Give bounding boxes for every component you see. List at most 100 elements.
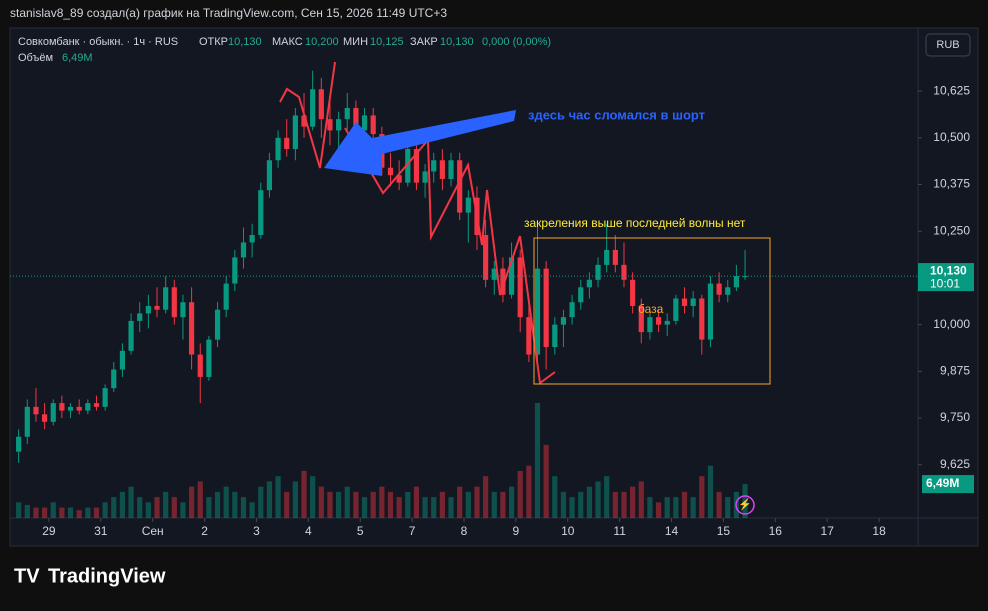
volume-bar	[318, 486, 324, 518]
candle-body	[361, 115, 368, 131]
volume-bar	[33, 507, 39, 518]
volume-bar	[59, 507, 65, 518]
volume-bar	[249, 502, 255, 518]
candle-body	[41, 414, 48, 422]
volume-bar	[50, 502, 56, 518]
x-tick-label: 8	[461, 524, 468, 538]
candle-body	[725, 287, 731, 295]
volume-bar	[673, 497, 679, 518]
candle-body	[664, 320, 670, 325]
x-tick-label: 10	[561, 524, 575, 538]
candle-body	[318, 89, 324, 120]
candle-body	[405, 149, 411, 183]
candle-body	[197, 354, 203, 377]
volume-bar	[638, 481, 644, 518]
volume-bar	[716, 491, 722, 518]
candle-body	[67, 406, 74, 411]
candle-body	[431, 160, 437, 172]
volume-bar	[240, 497, 247, 518]
volume-bar	[742, 484, 748, 518]
volume-bar	[578, 491, 584, 518]
volume-bar	[699, 476, 705, 518]
volume-bar	[725, 497, 731, 518]
volume-bar	[197, 481, 203, 518]
logo: TradingView	[48, 565, 166, 587]
candle-body	[344, 107, 350, 120]
volume-bar	[621, 491, 627, 518]
volume-bar	[361, 497, 368, 518]
x-tick-label: 9	[513, 524, 520, 538]
candle-body	[128, 320, 134, 351]
volume-bar	[690, 497, 696, 518]
candle-body	[396, 175, 402, 183]
candle-body	[655, 317, 662, 325]
price-tag-price: 10,130	[930, 263, 967, 277]
logo-icon: TV	[14, 565, 40, 587]
currency-button[interactable]	[925, 33, 971, 57]
volume-bar	[543, 444, 549, 518]
candle-body	[630, 279, 636, 306]
candle-body	[370, 115, 376, 135]
volume-bar	[586, 486, 592, 518]
x-tick-label: 29	[42, 524, 56, 538]
candle-body	[163, 287, 169, 310]
y-tick-label: 10,500	[933, 130, 970, 144]
volume-bar	[189, 486, 195, 518]
candle-body	[673, 298, 679, 321]
volume-bar	[413, 486, 420, 518]
x-tick-label: 16	[769, 524, 783, 538]
volume-bar	[336, 491, 342, 518]
candle-body	[465, 197, 471, 213]
candle-body	[578, 287, 584, 303]
candle-body	[569, 302, 575, 318]
candle-body	[284, 137, 290, 150]
x-tick-label: 14	[665, 524, 679, 538]
volume-bar	[681, 491, 688, 518]
zigzag-1	[279, 61, 336, 169]
volume-bar	[387, 491, 394, 518]
volume-bar	[526, 465, 532, 518]
volume-bar	[41, 507, 48, 518]
candle-body	[647, 317, 653, 333]
symbol: Совкомбанк · обыкн. · 1ч · RUS	[18, 36, 178, 48]
price-tag	[918, 263, 974, 292]
y-tick-label: 10,250	[933, 223, 970, 237]
volume-bar	[67, 507, 74, 518]
candle-body	[534, 268, 541, 355]
volume-bar	[483, 476, 489, 518]
volume-bar	[630, 486, 636, 518]
x-tick-label: 18	[872, 524, 886, 538]
candle-body	[448, 160, 454, 179]
candle-body	[699, 298, 705, 340]
candle-body	[621, 264, 627, 280]
volume-bar	[310, 476, 316, 518]
candle-body	[638, 305, 644, 333]
candle-body	[240, 242, 247, 258]
y-tick-label: 10,625	[933, 83, 970, 97]
currency[interactable]: RUB	[936, 39, 959, 51]
volume-bar	[560, 491, 567, 518]
volume-bar	[552, 476, 558, 518]
x-tick-label: 4	[305, 524, 312, 538]
x-tick-label: 15	[717, 524, 731, 538]
candle-body	[171, 287, 177, 318]
price-tag-time: 10:01	[930, 276, 960, 290]
candle-body	[145, 305, 151, 314]
alert-icon[interactable]	[735, 495, 755, 515]
volume-bar	[327, 491, 333, 518]
volume-bar	[664, 497, 670, 518]
volume-bar	[396, 497, 402, 518]
volume-bar	[275, 476, 281, 518]
volume-bar	[154, 497, 160, 518]
plot: 9,6259,7509,87510,00010,12510,25010,3751…	[10, 70, 974, 538]
volume-bar	[206, 497, 212, 518]
candle-body	[353, 107, 359, 131]
volume-bar	[405, 491, 411, 518]
candle-body	[154, 305, 160, 310]
volume-bar	[491, 491, 497, 518]
close: 10,130	[440, 36, 474, 48]
volume-bar	[344, 486, 350, 518]
volume-bar	[214, 491, 221, 518]
volume-bar	[612, 491, 618, 518]
